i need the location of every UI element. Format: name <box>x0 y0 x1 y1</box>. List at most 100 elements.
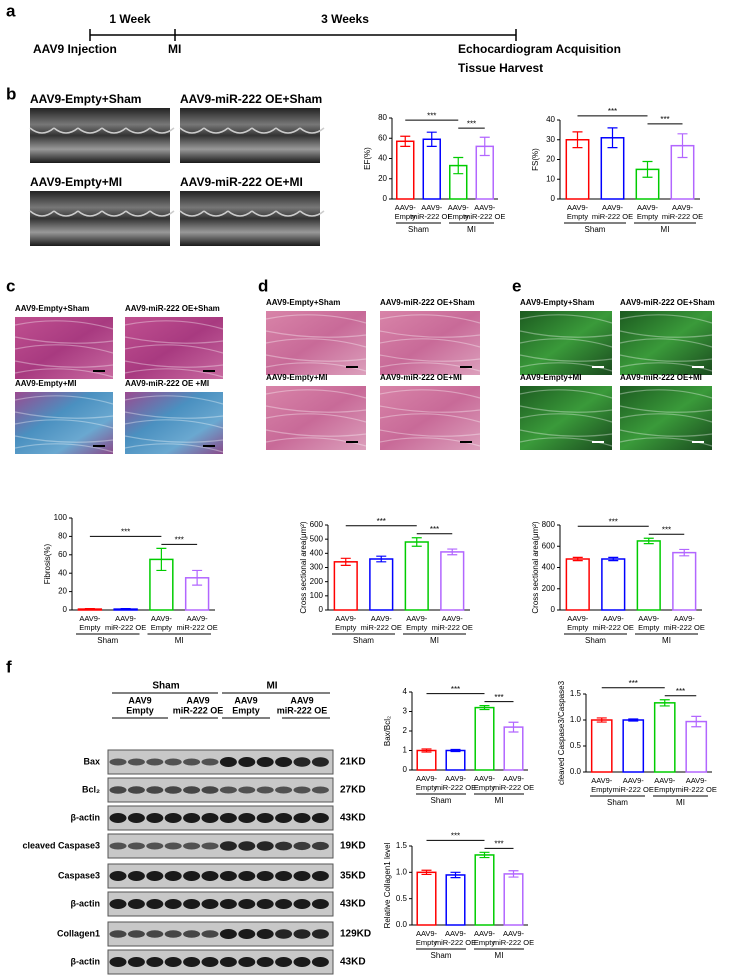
group-label: MI <box>495 796 504 805</box>
blot-band <box>201 930 219 938</box>
echo-trace <box>29 210 55 217</box>
group-label: MI <box>661 225 670 234</box>
tissue-fiber <box>265 330 367 338</box>
error-bar <box>479 705 490 711</box>
bar <box>590 719 613 773</box>
bar <box>416 871 437 926</box>
significance-label: *** <box>494 839 503 848</box>
blot-band <box>201 786 219 794</box>
group-label: Sham <box>431 796 452 805</box>
echo-trace <box>203 127 229 134</box>
y-tick-label: 600 <box>542 541 556 550</box>
blot-band <box>219 957 237 967</box>
blot-band <box>201 842 219 850</box>
bar <box>369 558 394 611</box>
blot-band <box>127 930 145 938</box>
x-tick-label: AAV9- <box>371 614 393 623</box>
micrograph <box>30 191 170 246</box>
blot-row-label: β-actin <box>71 812 101 822</box>
x-tick-label: AAV9- <box>603 614 625 623</box>
blot-band <box>183 786 201 794</box>
x-tick-label: miR-222 OE <box>613 785 654 794</box>
x-tick-label: AAV9- <box>503 929 525 938</box>
blot-row-size: 43KD <box>340 957 366 968</box>
error-bar <box>426 131 437 147</box>
tissue-fiber <box>379 354 481 362</box>
blot-band <box>256 899 274 909</box>
echo-trace <box>149 127 175 134</box>
timeline-event: Echocardiogram Acquisition <box>458 42 621 56</box>
x-tick-label: Empty <box>567 623 589 632</box>
timeline-event: Tissue Harvest <box>458 61 543 75</box>
blot-band <box>127 899 145 909</box>
blot-band <box>183 758 201 766</box>
error-bar <box>643 537 654 545</box>
x-tick-label: AAV9- <box>416 929 438 938</box>
y-tick-label: 4 <box>403 687 408 696</box>
error-bar <box>628 718 639 722</box>
y-tick-label: 100 <box>310 591 324 600</box>
blot-group: Sham <box>152 681 179 692</box>
y-tick-label: 400 <box>542 563 556 572</box>
image-label: AAV9-Empty+MI <box>266 373 327 382</box>
x-tick-label: miR-222 OE <box>464 212 505 221</box>
tissue-fiber <box>265 413 367 423</box>
group-label: MI <box>495 951 504 960</box>
y-axis-label: Relative Collagen1 level <box>383 842 392 928</box>
x-tick-label: AAV9- <box>79 614 101 623</box>
x-tick-label: miR-222 OE <box>493 783 534 792</box>
blot-band <box>219 929 237 939</box>
tissue-fiber <box>519 429 613 437</box>
bar <box>503 726 524 771</box>
group-label: MI <box>662 636 671 645</box>
bar <box>422 138 441 200</box>
panel-letter: c <box>6 276 15 295</box>
blot-band <box>127 758 145 766</box>
tissue-fiber <box>124 419 224 429</box>
blot-band <box>275 871 293 881</box>
x-tick-label: miR-222 OE <box>105 623 146 632</box>
blot-band <box>164 813 182 823</box>
echo-trace <box>299 127 325 134</box>
blot-band <box>256 841 274 851</box>
tissue-fiber <box>124 368 224 378</box>
blot-band <box>238 813 256 823</box>
echo-trace <box>179 210 205 217</box>
blot-band <box>219 813 237 823</box>
tissue-fiber <box>519 389 613 399</box>
tissue-fiber <box>124 344 224 354</box>
blot-band <box>293 899 311 909</box>
error-bar <box>120 608 131 611</box>
blot-band <box>293 929 311 939</box>
echo-trace <box>77 210 103 217</box>
x-tick-label: AAV9- <box>591 776 613 785</box>
echo-trace <box>101 210 127 217</box>
bar <box>404 541 429 611</box>
blot-band <box>256 757 274 767</box>
blot-row-label: Bcl₂ <box>82 784 100 794</box>
significance-label: *** <box>121 527 130 536</box>
y-tick-label: 0 <box>383 194 388 203</box>
blot-band <box>109 813 127 823</box>
blot-band <box>146 758 164 766</box>
blot-band <box>275 899 293 909</box>
tissue-fiber <box>265 314 367 324</box>
group-label: Sham <box>353 636 374 645</box>
x-tick-label: AAV9- <box>335 614 357 623</box>
tissue-fiber <box>265 354 367 362</box>
group-label: MI <box>430 636 439 645</box>
y-tick-label: 20 <box>546 155 555 164</box>
timeline-duration: 3 Weeks <box>321 12 369 26</box>
x-tick-label: AAV9- <box>474 929 496 938</box>
blot-band <box>201 758 219 766</box>
significance-label: *** <box>662 525 671 534</box>
blot-lane: AAV9 <box>128 695 151 705</box>
tissue-fiber <box>124 320 224 330</box>
significance-label: *** <box>451 831 460 840</box>
x-tick-label: miR-222 OE <box>432 623 473 632</box>
y-tick-label: 1.0 <box>396 867 408 876</box>
tissue-fiber <box>14 443 114 453</box>
x-tick-label: AAV9- <box>567 614 589 623</box>
y-tick-label: 100 <box>54 513 68 522</box>
image-label: AAV9-Empty+Sham <box>15 304 89 313</box>
